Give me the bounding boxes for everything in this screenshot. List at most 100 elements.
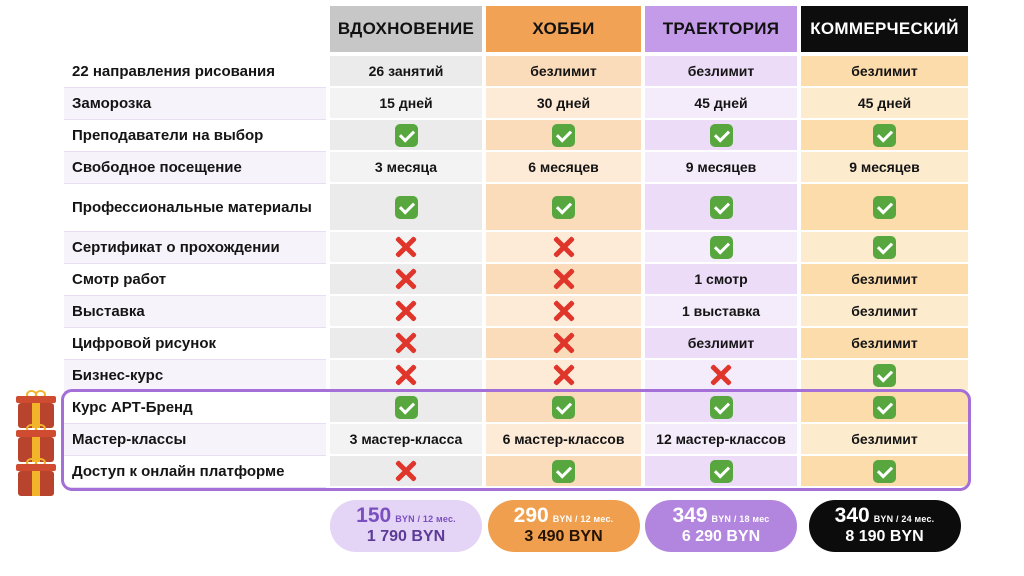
price-monthly: 349 BYN / 18 мес (672, 505, 769, 526)
feature-cell: 3 мастер-класса (330, 424, 482, 456)
feature-label: Доступ к онлайн платформе (64, 456, 326, 488)
feature-cell (645, 120, 797, 152)
price-monthly: 290 BYN / 12 мес. (514, 505, 614, 526)
feature-cell (801, 232, 968, 264)
feature-cell: 9 месяцев (645, 152, 797, 184)
feature-label: Цифровой рисунок (64, 328, 326, 360)
cross-icon (552, 235, 576, 259)
feature-cell: 45 дней (645, 88, 797, 120)
feature-cell: 30 дней (486, 88, 641, 120)
gift-icons-column (16, 394, 62, 496)
feature-label: Преподаватели на выбор (64, 120, 326, 152)
price-amount: 349 (672, 504, 708, 528)
table-row: Курс АРТ-Бренд (64, 392, 968, 424)
price-monthly: 340 BYN / 24 мес. (835, 505, 935, 526)
cross-icon (394, 267, 418, 291)
cross-icon (394, 235, 418, 259)
feature-cell: безлимит (801, 56, 968, 88)
feature-cell: 1 смотр (645, 264, 797, 296)
column-header-commercial: КОММЕРЧЕСКИЙ (801, 6, 968, 52)
check-icon (873, 235, 896, 259)
column-header-trajectory: ТРАЕКТОРИЯ (645, 6, 797, 52)
price-unit: BYN / 12 мес. (395, 514, 456, 525)
cross-icon (394, 331, 418, 355)
table-row: Выставка 1 выставка безлимит (64, 296, 968, 328)
check-icon (394, 195, 418, 219)
price-pill-wrap: 290 BYN / 12 мес. 3 490 BYN (486, 500, 641, 552)
feature-cell (801, 184, 968, 232)
table-row: Бизнес-курс (64, 360, 968, 392)
feature-cell (486, 456, 641, 488)
cross-icon (552, 331, 576, 355)
price-pill-hobby: 290 BYN / 12 мес. 3 490 BYN (487, 500, 640, 552)
cross-icon (552, 299, 576, 323)
price-total: 1 790 BYN (366, 528, 446, 546)
table-row: Доступ к онлайн платформе (64, 456, 968, 488)
price-row: 150 BYN / 12 мес. 1 790 BYN 290 BYN / 12 мес… (64, 500, 968, 552)
feature-cell (330, 360, 482, 392)
table-row: Преподаватели на выбор (64, 120, 968, 152)
header-corner-spacer (64, 6, 326, 52)
feature-cell: безлимит (801, 264, 968, 296)
feature-cell (486, 296, 641, 328)
feature-cell: 6 мастер-классов (486, 424, 641, 456)
bonus-feature-rows: Курс АРТ-Бренд Мастер-классы 3 мастер-клас… (61, 389, 971, 491)
check-icon (873, 123, 896, 147)
check-icon (552, 459, 575, 483)
feature-cell (486, 264, 641, 296)
feature-label: 22 направления рисования (64, 56, 326, 88)
table-row: 22 направления рисования 26 занятий безлим… (64, 56, 968, 88)
price-pill-commercial: 340 BYN / 24 мес. 8 190 BYN (808, 500, 961, 552)
price-total: 3 490 BYN (524, 528, 603, 546)
feature-label: Бизнес-курс (64, 360, 326, 392)
column-header-hobby: ХОББИ (486, 6, 641, 52)
check-icon (873, 195, 896, 219)
check-icon (709, 195, 733, 219)
feature-cell (330, 328, 482, 360)
check-icon (873, 395, 896, 419)
feature-cell (330, 296, 482, 328)
table-row: Свободное посещение 3 месяца 6 месяцев 9 ме… (64, 152, 968, 184)
price-unit: BYN / 24 мес. (873, 514, 935, 525)
cross-icon (394, 299, 418, 323)
feature-cell: 12 мастер-классов (645, 424, 797, 456)
feature-cell (330, 120, 482, 152)
feature-cell (645, 456, 797, 488)
gift-icon (16, 464, 56, 496)
feature-cell: 3 месяца (330, 152, 482, 184)
feature-cell: безлимит (486, 56, 641, 88)
feature-cell (330, 232, 482, 264)
price-pill-wrap: 340 BYN / 24 мес. 8 190 BYN (801, 500, 968, 552)
gift-icon (16, 430, 56, 462)
feature-cell (645, 360, 797, 392)
check-icon (552, 195, 575, 219)
check-icon (709, 459, 733, 483)
feature-cell: 1 выставка (645, 296, 797, 328)
feature-rows: 22 направления рисования 26 занятий безлим… (64, 56, 968, 392)
check-icon (709, 395, 733, 419)
feature-label: Мастер-классы (64, 424, 326, 456)
price-amount: 150 (356, 504, 392, 528)
check-icon (709, 123, 733, 147)
feature-cell: 45 дней (801, 88, 968, 120)
check-icon (709, 235, 733, 259)
pricing-table: ВДОХНОВЕНИЕ ХОББИ ТРАЕКТОРИЯ КОММЕРЧЕСКИЙ 2… (61, 6, 971, 552)
feature-cell (645, 392, 797, 424)
feature-cell: 9 месяцев (801, 152, 968, 184)
price-pill-wrap: 150 BYN / 12 мес. 1 790 BYN (330, 500, 482, 552)
feature-label: Сертификат о прохождении (64, 232, 326, 264)
table-row: Смотр работ 1 смотр безлимит (64, 264, 968, 296)
check-icon (552, 123, 575, 147)
feature-cell: безлимит (801, 296, 968, 328)
table-row: Профессиональные материалы (64, 184, 968, 232)
feature-cell (330, 184, 482, 232)
feature-cell (486, 184, 641, 232)
cross-icon (552, 267, 576, 291)
price-pill-wrap: 349 BYN / 18 мес 6 290 BYN (645, 500, 797, 552)
price-amount: 340 (834, 504, 870, 528)
feature-cell (330, 456, 482, 488)
cross-icon (394, 459, 418, 483)
price-pill-trajectory: 349 BYN / 18 мес 6 290 BYN (645, 500, 797, 552)
price-total: 8 190 BYN (845, 528, 924, 546)
